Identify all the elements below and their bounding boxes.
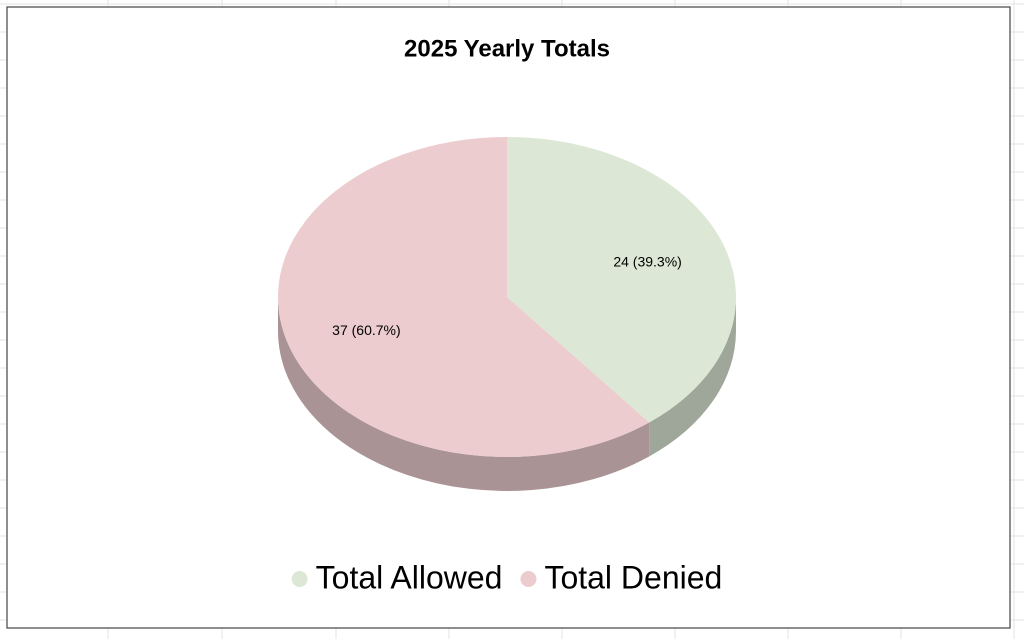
slice: [278, 137, 650, 457]
slice-side: [649, 297, 736, 457]
data-label: 37 (60.7%): [332, 322, 400, 338]
data-label: 24 (39.3%): [613, 254, 681, 270]
legend-label: Total Allowed: [316, 559, 503, 595]
legend-marker: [291, 571, 308, 587]
legend-label: Total Denied: [544, 559, 722, 595]
pie: 24 (39.3%) 37 (60.7%): [278, 137, 737, 491]
slice-side: [278, 297, 650, 491]
chart-title: 2025 Yearly Totals: [404, 35, 610, 62]
legend-marker: [520, 571, 537, 587]
legend: Total Allowed Total Denied: [291, 559, 722, 595]
slice: [507, 137, 737, 423]
